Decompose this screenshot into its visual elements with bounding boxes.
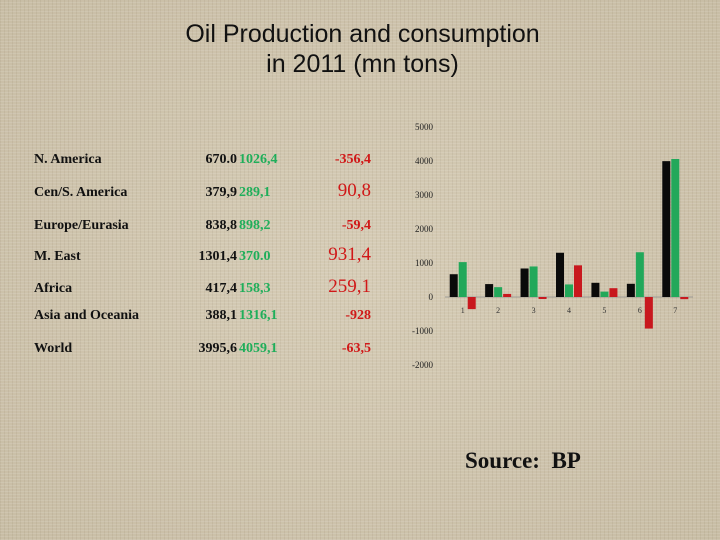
x-tick-label: 4 bbox=[567, 306, 571, 315]
production-value: 1301,4 bbox=[198, 249, 238, 264]
consumption-value: 1026,4 bbox=[239, 152, 278, 167]
bar bbox=[485, 284, 494, 297]
source-note: Source: BP bbox=[465, 448, 581, 473]
bar bbox=[494, 287, 503, 297]
region-label: Asia and Oceania bbox=[34, 308, 140, 323]
bar bbox=[609, 288, 618, 297]
bar bbox=[503, 293, 512, 297]
consumption-value: 898,2 bbox=[239, 218, 271, 233]
region-label: Africa bbox=[34, 281, 73, 296]
bar bbox=[538, 297, 547, 300]
y-tick-label: 1000 bbox=[415, 258, 434, 268]
slide-title-line-1: Oil Production and consumption bbox=[185, 20, 540, 48]
bar bbox=[529, 266, 538, 297]
y-tick-label: 3000 bbox=[415, 190, 434, 200]
bar bbox=[600, 291, 609, 297]
bar bbox=[591, 282, 600, 297]
consumption-value: 158,3 bbox=[239, 281, 271, 296]
bar bbox=[449, 274, 458, 297]
production-value: 388,1 bbox=[205, 308, 238, 323]
production-value: 379,9 bbox=[205, 185, 238, 200]
y-tick-label: 5000 bbox=[415, 122, 434, 132]
bar bbox=[680, 297, 689, 300]
y-tick-label: 0 bbox=[429, 292, 434, 302]
x-tick-label: 6 bbox=[638, 306, 642, 315]
bar bbox=[467, 297, 476, 310]
region-label: World bbox=[34, 341, 73, 356]
slide-title-line-2: in 2011 (mn tons) bbox=[266, 50, 459, 78]
x-tick-label: 1 bbox=[461, 306, 465, 315]
region-label: N. America bbox=[34, 152, 102, 167]
balance-value: 90,8 bbox=[337, 180, 371, 201]
region-label: M. East bbox=[34, 249, 81, 264]
production-value: 3995,6 bbox=[198, 341, 238, 356]
y-tick-label: 2000 bbox=[415, 224, 434, 234]
x-tick-label: 3 bbox=[532, 306, 536, 315]
oil-bar-chart: -2000 -1000 0 1000 2000 3000 4000 5000 1 2 3 4 5 6 7 bbox=[412, 122, 693, 370]
y-tick-label: 4000 bbox=[415, 156, 434, 166]
consumption-value: 289,1 bbox=[239, 185, 271, 200]
production-value: 670.0 bbox=[205, 152, 238, 167]
balance-value: 259,1 bbox=[328, 276, 371, 297]
production-table: N. America 670.0 1026,4 -356,4 Cen/S. Am… bbox=[0, 0, 390, 370]
y-tick-label: -2000 bbox=[412, 360, 433, 370]
balance-value: -356,4 bbox=[334, 152, 371, 167]
bar bbox=[458, 262, 467, 297]
bar bbox=[626, 283, 635, 297]
x-tick-label: 7 bbox=[673, 306, 677, 315]
bar bbox=[644, 297, 653, 329]
production-value: 417,4 bbox=[205, 281, 238, 296]
production-value: 838,8 bbox=[205, 218, 238, 233]
consumption-value: 1316,1 bbox=[239, 308, 278, 323]
region-label: Europe/Eurasia bbox=[34, 218, 129, 233]
bar bbox=[671, 158, 680, 297]
bar bbox=[565, 284, 573, 297]
bar bbox=[574, 265, 582, 297]
balance-value: -59,4 bbox=[341, 218, 371, 233]
consumption-value: 370.0 bbox=[239, 249, 271, 264]
x-tick-label: 5 bbox=[602, 306, 606, 315]
balance-value: -63,5 bbox=[341, 341, 371, 356]
bar bbox=[662, 161, 671, 297]
bar bbox=[520, 268, 529, 297]
bar bbox=[556, 252, 564, 297]
region-label: Cen/S. America bbox=[34, 185, 128, 200]
x-tick-label: 2 bbox=[496, 306, 500, 315]
balance-value: 931,4 bbox=[328, 244, 371, 265]
bar bbox=[635, 252, 644, 297]
consumption-value: 4059,1 bbox=[239, 341, 278, 356]
y-tick-label: -1000 bbox=[412, 326, 433, 336]
balance-value: -928 bbox=[345, 308, 371, 323]
